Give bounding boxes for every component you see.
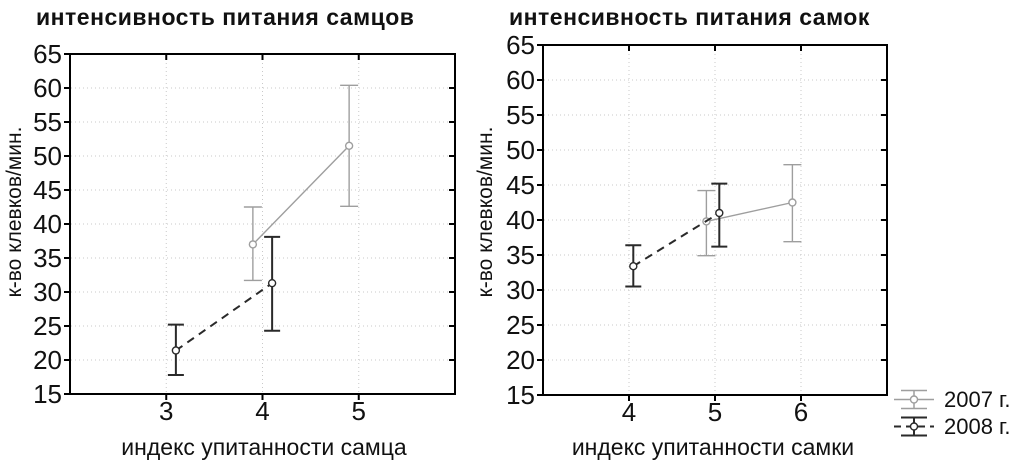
svg-text:40: 40 <box>506 205 535 235</box>
legend-item-2007: 2007 г. <box>894 386 1011 413</box>
error-bar-solid-icon <box>894 389 934 410</box>
male-chart-title: интенсивность питания самцов <box>36 4 415 30</box>
legend-label-2008: 2008 г. <box>944 413 1011 439</box>
svg-text:50: 50 <box>506 135 535 165</box>
svg-text:25: 25 <box>506 310 535 340</box>
svg-text:60: 60 <box>33 73 62 103</box>
female-chart-title: интенсивность питания самок <box>509 4 870 30</box>
svg-text:5: 5 <box>708 397 722 427</box>
svg-text:25: 25 <box>33 311 62 341</box>
svg-text:4: 4 <box>622 397 636 427</box>
chart-legend: 2007 г. 2008 г. <box>894 386 1011 440</box>
svg-text:30: 30 <box>506 275 535 305</box>
svg-text:15: 15 <box>33 379 62 409</box>
male-chart-x-axis-label: индекс упитанности самца <box>121 434 407 460</box>
svg-text:4: 4 <box>255 396 269 426</box>
svg-text:35: 35 <box>33 243 62 273</box>
svg-text:20: 20 <box>506 345 535 375</box>
svg-text:5: 5 <box>352 396 366 426</box>
legend-label-2007: 2007 г. <box>944 386 1011 412</box>
svg-text:6: 6 <box>794 397 808 427</box>
svg-text:15: 15 <box>506 380 535 410</box>
svg-text:55: 55 <box>506 100 535 130</box>
svg-text:50: 50 <box>33 141 62 171</box>
svg-text:30: 30 <box>33 277 62 307</box>
error-bar-dashed-icon <box>894 416 934 437</box>
svg-text:55: 55 <box>33 107 62 137</box>
svg-text:65: 65 <box>33 39 62 69</box>
female-chart-y-axis-label: к-во клевков/мин. <box>474 126 497 298</box>
svg-text:35: 35 <box>506 240 535 270</box>
female-chart-x-axis-label: индекс упитанности самки <box>571 434 855 460</box>
svg-text:40: 40 <box>33 209 62 239</box>
legend-item-2008: 2008 г. <box>894 413 1011 440</box>
svg-text:3: 3 <box>159 396 173 426</box>
svg-text:45: 45 <box>33 175 62 205</box>
svg-text:45: 45 <box>506 170 535 200</box>
svg-text:20: 20 <box>33 345 62 375</box>
svg-text:60: 60 <box>506 65 535 95</box>
male-chart-y-axis-label: к-во клевков/мин. <box>3 126 26 298</box>
svg-text:65: 65 <box>506 30 535 60</box>
